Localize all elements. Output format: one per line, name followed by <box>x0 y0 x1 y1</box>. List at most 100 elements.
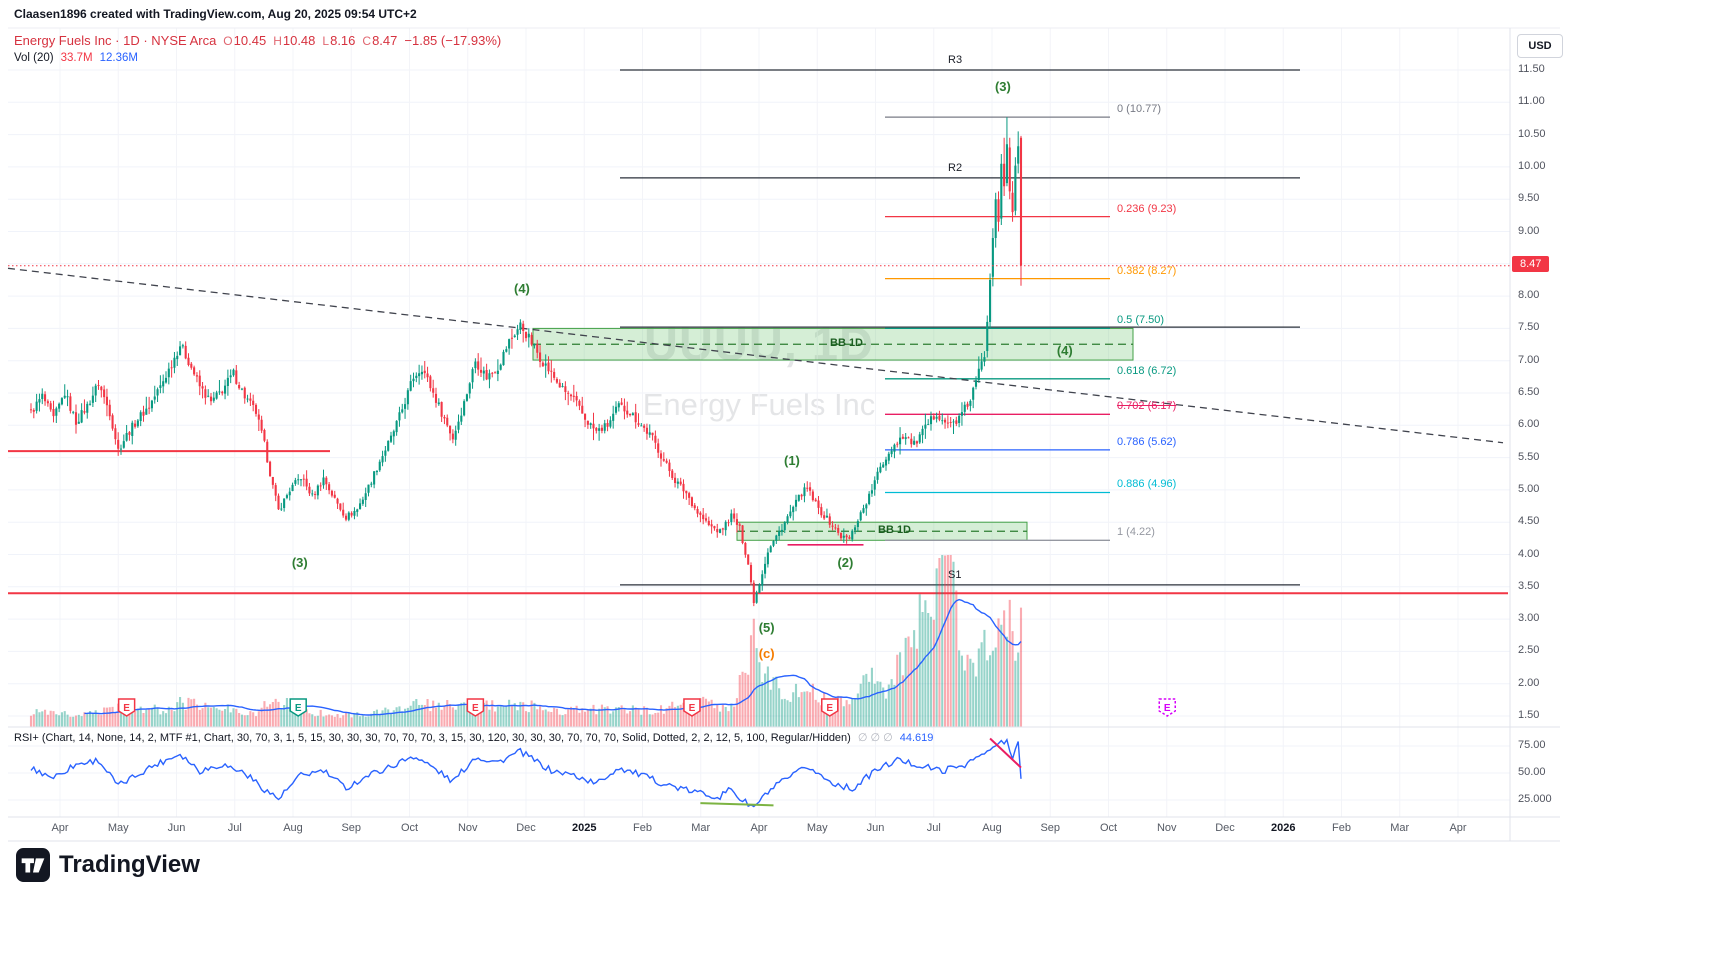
earnings-letter: E <box>1164 703 1171 714</box>
earnings-letter: E <box>123 703 130 714</box>
time-axis-label: 2026 <box>1271 822 1296 834</box>
price-axis-label: 2.00 <box>1518 676 1540 689</box>
earnings-marker[interactable]: E <box>466 698 485 717</box>
time-axis-label: Sep <box>341 822 362 834</box>
wave-label[interactable]: (3) <box>994 79 1011 95</box>
rsi-axis-label: 50.00 <box>1518 766 1546 778</box>
wave-label[interactable]: (3) <box>291 554 308 570</box>
time-axis-label: Aug <box>283 822 303 834</box>
ohlc-l-label: L <box>322 34 330 48</box>
rsi-axis-label: 75.00 <box>1518 739 1546 752</box>
wave-label[interactable]: (4) <box>1056 343 1073 359</box>
time-axis-label: Nov <box>1156 822 1177 834</box>
ohlc-h-label: H <box>273 34 282 48</box>
price-axis-label: 10.00 <box>1518 159 1546 172</box>
price-axis-label: 10.50 <box>1518 127 1546 140</box>
time-axis-label: Dec <box>516 822 536 834</box>
price-axis-label: 9.50 <box>1518 192 1540 205</box>
price-axis-label: 8.00 <box>1518 289 1540 302</box>
symbol-title[interactable]: Energy Fuels Inc · 1D · NYSE Arca <box>14 33 217 48</box>
earnings-marker[interactable]: E <box>1158 698 1176 717</box>
price-axis-label: 5.50 <box>1518 450 1540 463</box>
fib-level-label[interactable]: 0.236 (9.23) <box>1117 202 1177 215</box>
bb-zone-label[interactable]: BB 1D <box>830 337 864 350</box>
volume-legend[interactable]: Vol (20) 33.7M 12.36M <box>14 52 138 64</box>
time-axis-label: Oct <box>400 822 419 834</box>
fib-level-label[interactable]: 0.886 (4.96) <box>1117 478 1177 491</box>
price-axis-label: 4.50 <box>1518 515 1540 528</box>
wave-label[interactable]: (5) <box>758 620 775 636</box>
price-axis-label: 7.00 <box>1518 353 1540 366</box>
attribution-text: Claasen1896 created with TradingView.com… <box>14 7 417 21</box>
time-axis-label: Jul <box>926 822 941 834</box>
fib-level-label[interactable]: 0.5 (7.50) <box>1117 314 1165 327</box>
ohlc-h-value: 10.48 <box>282 33 316 48</box>
time-axis-label: 2025 <box>572 822 597 834</box>
price-axis-label: 1.50 <box>1518 709 1540 721</box>
time-axis-label: Apr <box>750 822 768 834</box>
rsi-value: 44.619 <box>899 732 934 744</box>
symbol-legend[interactable]: Energy Fuels Inc · 1D · NYSE Arca O10.45 H… <box>14 33 501 48</box>
earnings-marker[interactable]: E <box>117 698 136 717</box>
time-axis-label: Apr <box>51 822 69 834</box>
time-axis-label: Oct <box>1099 822 1118 834</box>
earnings-marker[interactable]: E <box>289 698 307 717</box>
bb-zone-label[interactable]: BB 1D <box>878 524 912 537</box>
fib-level-label[interactable]: 0.702 (6.17) <box>1117 400 1177 413</box>
earnings-letter: E <box>689 703 696 714</box>
rsi-legend[interactable]: RSI+ (Chart, 14, None, 14, 2, MTF #1, Ch… <box>14 731 933 744</box>
rsi-divergence-line[interactable] <box>700 802 774 807</box>
rsi-hidden-values: ∅ ∅ ∅ <box>857 732 893 744</box>
ohlc-o-label: O <box>223 34 233 48</box>
price-axis-label: 11.00 <box>1518 95 1545 108</box>
rsi-axis-label: 25.000 <box>1518 792 1552 805</box>
earnings-marker[interactable]: E <box>821 698 839 717</box>
price-axis-label: 11.50 <box>1518 63 1545 75</box>
price-axis-label: 6.50 <box>1518 386 1540 398</box>
price-axis-label: 3.00 <box>1518 612 1540 625</box>
price-axis-label: 6.00 <box>1518 418 1540 431</box>
fib-level-label[interactable]: 0.786 (5.62) <box>1117 435 1177 448</box>
currency-button[interactable]: USD <box>1517 34 1563 58</box>
rsi-title: RSI+ (Chart, 14, None, 14, 2, MTF #1, Ch… <box>14 732 851 744</box>
pivot-label: S1 <box>948 568 962 581</box>
fib-level-label[interactable]: 0.618 (6.72) <box>1117 364 1177 377</box>
fib-level-label[interactable]: 0.382 (8.27) <box>1117 264 1177 277</box>
earnings-letter: E <box>826 703 833 714</box>
tradingview-logo-icon <box>16 848 50 882</box>
time-axis-label: Jun <box>167 822 186 834</box>
gridlines <box>8 27 1560 817</box>
wave-label[interactable]: (4) <box>514 281 530 297</box>
wave-label[interactable]: (1) <box>784 453 800 469</box>
volume-ma-line[interactable] <box>84 598 1022 716</box>
time-axis-label: Nov <box>457 822 478 834</box>
earnings-marker[interactable]: E <box>683 698 701 717</box>
fib-level-label[interactable]: 1 (4.22) <box>1117 526 1155 539</box>
rsi-divergence-line[interactable] <box>989 737 1022 769</box>
time-axis-label: Dec <box>1215 822 1235 834</box>
tradingview-wordmark: TradingView <box>59 851 200 878</box>
change-value: −1.85 (−17.93%) <box>404 33 502 48</box>
descending-trendline[interactable] <box>7 267 1504 444</box>
wave-label[interactable]: (c) <box>758 645 775 661</box>
pivot-label: R2 <box>948 161 963 174</box>
candlestick-series[interactable] <box>29 117 1023 607</box>
fib-level-label[interactable]: 0 (10.77) <box>1117 103 1162 116</box>
volume-ma-value: 12.36M <box>99 52 138 64</box>
time-axis-label: Mar <box>1390 822 1410 834</box>
volume-label: Vol (20) <box>14 52 54 64</box>
time-axis-label: Feb <box>633 822 652 834</box>
tradingview-footer[interactable]: TradingView <box>16 848 200 882</box>
price-axis[interactable] <box>1511 28 1711 817</box>
ohlc-c-label: C <box>362 34 372 48</box>
wave-label[interactable]: (2) <box>837 554 854 570</box>
time-axis-label: May <box>107 822 129 834</box>
last-price-badge: 8.47 <box>1512 256 1550 272</box>
price-axis-label: 3.50 <box>1518 579 1540 592</box>
rsi-line[interactable] <box>30 737 1022 808</box>
volume-current: 33.7M <box>60 52 93 64</box>
bb-zone[interactable] <box>532 327 1134 361</box>
